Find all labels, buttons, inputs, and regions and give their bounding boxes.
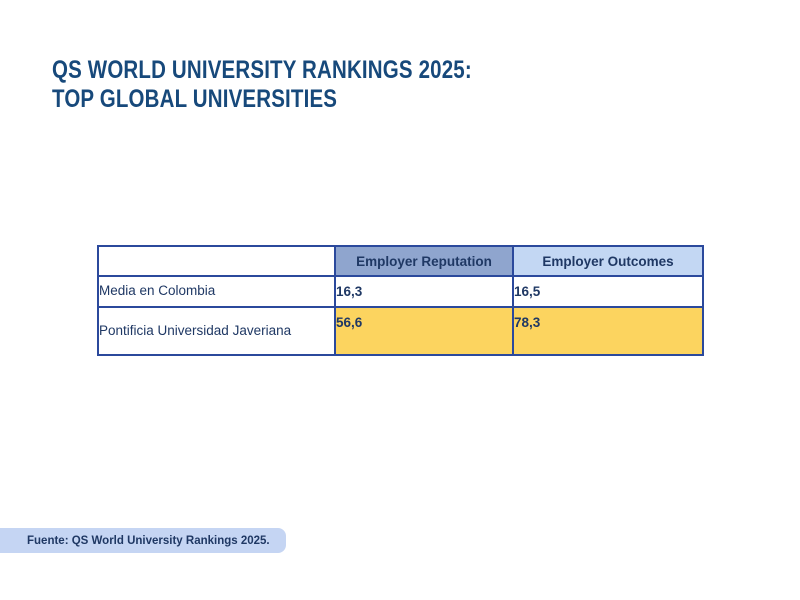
cell-value: 16,3 xyxy=(334,275,514,308)
table-row: Pontificia Universidad Javeriana 56,6 78… xyxy=(97,306,704,356)
table-header-row: Employer Reputation Employer Outcomes xyxy=(97,245,704,277)
cell-value-highlighted: 78,3 xyxy=(512,306,704,356)
column-header-employer-outcomes: Employer Outcomes xyxy=(512,245,704,277)
page-title-line1: QS World University Rankings 2025: xyxy=(52,56,472,84)
cell-value-highlighted: 56,6 xyxy=(334,306,514,356)
page-title-line2: Top Global Universities xyxy=(52,85,338,113)
column-header-employer-reputation: Employer Reputation xyxy=(334,245,514,277)
row-label-pontificia-universidad-javeriana: Pontificia Universidad Javeriana xyxy=(97,306,336,356)
rankings-table: Employer Reputation Employer Outcomes Me… xyxy=(97,245,704,356)
table-corner-cell xyxy=(97,245,336,277)
row-label-media-en-colombia: Media en Colombia xyxy=(97,275,336,308)
table-row: Media en Colombia 16,3 16,5 xyxy=(97,275,704,308)
cell-value: 16,5 xyxy=(512,275,704,308)
page-title: QS World University Rankings 2025: Top G… xyxy=(52,56,472,114)
source-badge: Fuente: QS World University Rankings 202… xyxy=(0,528,286,553)
rankings-table-wrap: Employer Reputation Employer Outcomes Me… xyxy=(97,245,704,356)
source-label: Fuente: QS World University Rankings 202… xyxy=(27,534,270,547)
